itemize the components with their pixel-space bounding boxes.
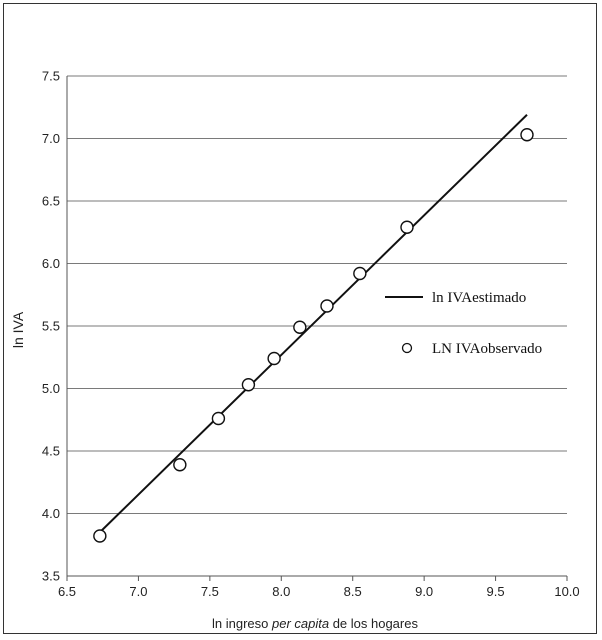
y-axis-label: ln IVA xyxy=(10,311,26,348)
chart-frame: 6.5 7.0 7.5 8.0 8.5 9.0 9.5 10.0 3.5 4.0 4.5 5.0 5.… xyxy=(3,3,597,634)
y-tick-label: 3.5 xyxy=(42,569,60,584)
observed-point xyxy=(267,351,281,366)
x-tick-label: 7.0 xyxy=(129,584,147,599)
y-tick-label: 6.5 xyxy=(42,194,60,209)
x-tick-label: 6.5 xyxy=(58,584,76,599)
observed-point xyxy=(241,378,256,392)
y-tick-label: 5.0 xyxy=(42,381,60,396)
x-axis-label-part-3: de los hogares xyxy=(329,616,418,631)
x-tick-label: 8.0 xyxy=(272,584,290,599)
x-axis-label: ln ingreso per capita de los hogares xyxy=(212,616,418,631)
y-tick-label: 6.0 xyxy=(42,256,60,271)
legend-label-observed: LN IVAobservado xyxy=(432,341,542,357)
x-axis-label-part-1: ln ingreso xyxy=(212,616,272,631)
observed-point xyxy=(93,529,107,543)
x-tick-labels: 6.5 7.0 7.5 8.0 8.5 9.0 9.5 10.0 xyxy=(58,584,580,599)
legend-label-estimated: ln IVAestimado xyxy=(432,290,526,306)
y-tick-label: 4.0 xyxy=(42,506,60,521)
observed-point xyxy=(520,128,534,142)
observed-point xyxy=(173,458,187,472)
observed-point xyxy=(353,266,367,281)
observed-point xyxy=(211,411,226,426)
x-tick-label: 8.5 xyxy=(344,584,362,599)
gridlines xyxy=(67,75,567,577)
x-tick-label: 9.0 xyxy=(415,584,433,599)
observed-point xyxy=(293,320,307,334)
y-tick-label: 7.0 xyxy=(42,131,60,146)
estimated-line xyxy=(99,114,528,533)
observed-point xyxy=(320,299,334,313)
legend: ln IVAestimado LN IVAobservado xyxy=(385,290,542,357)
y-tick-labels: 3.5 4.0 4.5 5.0 5.5 6.0 6.5 7.0 7.5 xyxy=(42,69,60,584)
observed-point xyxy=(400,220,414,234)
x-tick-label: 9.5 xyxy=(487,584,505,599)
axes xyxy=(66,76,568,581)
x-tick-label: 7.5 xyxy=(201,584,219,599)
chart: 6.5 7.0 7.5 8.0 8.5 9.0 9.5 10.0 3.5 4.0 4.5 5.0 5.… xyxy=(10,69,580,632)
data-marks xyxy=(93,114,534,543)
y-tick-label: 4.5 xyxy=(42,444,60,459)
x-axis-label-part-2: per capita xyxy=(271,616,329,631)
y-tick-label: 5.5 xyxy=(42,319,60,334)
legend-marker-swatch xyxy=(401,342,413,354)
x-tick-label: 10.0 xyxy=(554,584,579,599)
y-tick-label: 7.5 xyxy=(42,69,60,84)
